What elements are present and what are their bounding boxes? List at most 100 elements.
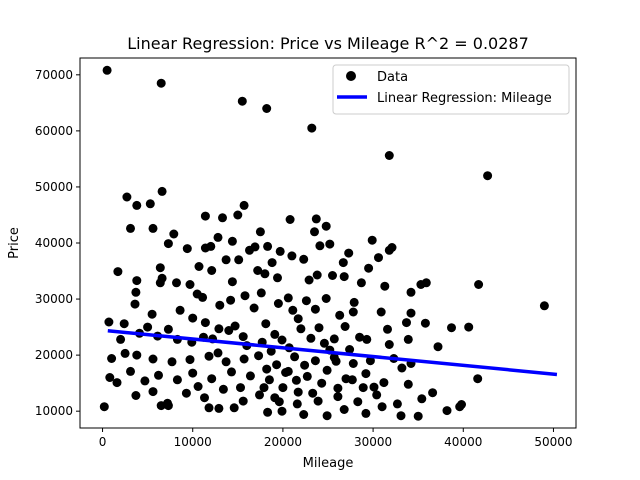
data-point bbox=[312, 270, 322, 280]
data-point bbox=[185, 355, 195, 365]
data-point bbox=[290, 352, 300, 362]
y-tick-label: 70000 bbox=[35, 68, 73, 82]
data-point bbox=[367, 235, 377, 245]
data-point bbox=[163, 239, 173, 249]
data-point bbox=[218, 384, 228, 394]
data-point bbox=[317, 378, 327, 388]
data-point bbox=[116, 334, 126, 344]
data-point bbox=[188, 368, 198, 378]
data-point bbox=[288, 305, 298, 315]
data-point bbox=[224, 326, 234, 335]
data-point bbox=[313, 396, 323, 406]
data-point bbox=[213, 232, 223, 242]
data-point bbox=[339, 405, 349, 414]
data-point bbox=[148, 354, 158, 364]
data-point bbox=[107, 354, 117, 363]
y-axis-label: Price bbox=[7, 227, 22, 259]
data-point bbox=[307, 123, 317, 133]
data-point bbox=[473, 374, 483, 384]
data-point bbox=[421, 278, 431, 288]
legend-regression-label: Linear Regression: Mileage bbox=[377, 91, 552, 106]
data-point bbox=[315, 241, 325, 251]
data-point bbox=[185, 280, 195, 289]
legend-data-marker bbox=[346, 71, 356, 81]
data-point bbox=[156, 78, 166, 88]
data-point bbox=[273, 299, 283, 308]
x-tick-label: 10000 bbox=[174, 435, 212, 449]
data-point bbox=[384, 151, 394, 160]
y-tick-label: 60000 bbox=[35, 124, 73, 138]
x-tick-label: 40000 bbox=[444, 435, 482, 449]
x-tick-label: 0 bbox=[99, 435, 107, 449]
data-point bbox=[253, 266, 263, 275]
data-point bbox=[259, 383, 269, 393]
data-point bbox=[402, 318, 411, 328]
data-point bbox=[154, 370, 163, 380]
data-point bbox=[403, 334, 413, 344]
data-point bbox=[126, 223, 135, 233]
data-point bbox=[374, 253, 383, 263]
data-point bbox=[227, 236, 237, 246]
data-point bbox=[249, 303, 259, 313]
regression-line bbox=[107, 328, 558, 377]
data-point bbox=[311, 214, 321, 224]
data-point bbox=[230, 321, 240, 331]
data-point bbox=[132, 200, 142, 210]
data-point bbox=[145, 199, 155, 209]
data-point bbox=[364, 263, 374, 273]
data-point bbox=[105, 373, 115, 382]
data-point bbox=[397, 363, 407, 373]
regression-line-group bbox=[107, 328, 558, 377]
data-point bbox=[299, 254, 309, 264]
legend-box bbox=[332, 64, 570, 115]
data-point bbox=[273, 273, 282, 283]
data-point bbox=[281, 368, 291, 377]
data-point bbox=[348, 307, 358, 317]
data-point bbox=[345, 345, 355, 354]
data-point bbox=[213, 348, 223, 358]
data-point bbox=[377, 402, 387, 412]
data-point bbox=[348, 359, 358, 368]
data-point bbox=[304, 275, 314, 285]
data-point bbox=[263, 241, 273, 251]
data-point bbox=[355, 332, 365, 342]
data-point bbox=[194, 262, 204, 271]
data-point bbox=[250, 242, 260, 252]
data-point bbox=[131, 287, 141, 297]
data-point bbox=[379, 378, 389, 388]
data-point bbox=[361, 369, 371, 379]
data-point bbox=[287, 251, 297, 261]
x-axis-ticks: 0 10000 20000 30000 40000 50000 bbox=[99, 428, 573, 449]
data-point bbox=[226, 295, 236, 305]
data-point bbox=[335, 310, 345, 320]
y-tick-label: 50000 bbox=[35, 180, 73, 194]
data-point bbox=[361, 408, 371, 418]
data-point bbox=[413, 411, 423, 421]
data-point bbox=[132, 350, 142, 360]
data-point bbox=[238, 332, 248, 342]
data-point bbox=[130, 299, 140, 309]
data-point bbox=[233, 210, 243, 220]
data-point bbox=[347, 375, 357, 385]
data-point bbox=[131, 391, 141, 400]
data-point bbox=[310, 356, 320, 366]
chart-title: Linear Regression: Price vs Mileage R^2 … bbox=[127, 34, 529, 53]
data-point bbox=[329, 334, 339, 344]
data-point bbox=[206, 241, 216, 251]
data-point bbox=[338, 258, 348, 268]
data-point bbox=[172, 375, 182, 385]
data-point bbox=[483, 171, 493, 181]
data-point bbox=[148, 387, 158, 397]
y-tick-label: 20000 bbox=[35, 348, 73, 362]
data-point bbox=[392, 399, 402, 409]
data-point bbox=[433, 342, 443, 352]
data-point bbox=[214, 403, 224, 413]
data-point bbox=[384, 340, 394, 349]
data-point bbox=[140, 376, 150, 386]
data-point bbox=[221, 357, 231, 367]
data-point bbox=[277, 335, 287, 345]
data-point bbox=[333, 383, 343, 393]
data-point bbox=[143, 322, 153, 332]
data-point bbox=[256, 288, 266, 298]
data-point bbox=[155, 278, 165, 288]
